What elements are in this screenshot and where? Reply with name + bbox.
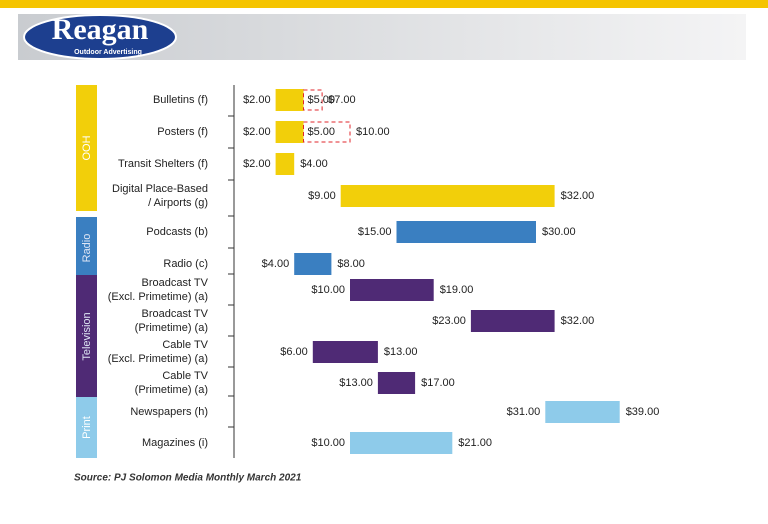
- category-label: Transit Shelters (f): [118, 158, 208, 170]
- high-label: $21.00: [458, 437, 492, 449]
- category-label: (Primetime) (a): [135, 384, 208, 396]
- group-label: Print: [81, 416, 93, 439]
- group-label: OOH: [81, 135, 93, 160]
- low-label: $2.00: [243, 158, 271, 170]
- range-bar: [312, 341, 378, 363]
- source: Source: PJ Solomon Media Monthly March 2…: [74, 473, 302, 484]
- high-label: $32.00: [561, 190, 595, 202]
- high-label: $32.00: [561, 315, 595, 327]
- range-bar: [545, 401, 620, 423]
- low-label: $6.00: [280, 346, 308, 358]
- range-extension: [303, 121, 351, 143]
- low-label: $31.00: [507, 406, 541, 418]
- group-bar: [76, 275, 97, 398]
- category-label: Digital Place-Based: [112, 183, 208, 195]
- range-bar: [275, 89, 304, 111]
- range-bar: [377, 372, 416, 394]
- group-label: Radio: [81, 234, 93, 263]
- high-label: $19.00: [440, 284, 474, 296]
- range-extension: [303, 89, 323, 111]
- low-label: $13.00: [339, 377, 373, 389]
- range-bar: [396, 221, 536, 243]
- range-bar: [350, 432, 453, 454]
- high-label: $39.00: [626, 406, 660, 418]
- high-label: $30.00: [542, 226, 576, 238]
- category-label: Broadcast TV: [142, 277, 209, 289]
- range-bar: [294, 253, 332, 275]
- category-label: Posters (f): [157, 126, 208, 138]
- range-bar: [470, 310, 555, 332]
- high-label: $17.00: [421, 377, 455, 389]
- logo-name: Reagan: [52, 13, 149, 46]
- logo-tagline: Outdoor Advertising: [74, 49, 142, 56]
- low-label: $15.00: [358, 226, 392, 238]
- low-label: $2.00: [243, 94, 271, 106]
- category-label: Podcasts (b): [146, 226, 208, 238]
- high-label: $13.00: [384, 346, 418, 358]
- high-label: $8.00: [337, 258, 365, 270]
- range-bar: [275, 121, 304, 143]
- category-label: (Primetime) (a): [135, 322, 208, 334]
- low-label: $10.00: [311, 437, 345, 449]
- group-bar: [76, 217, 97, 279]
- category-label: Broadcast TV: [142, 308, 209, 320]
- high-label: $4.00: [300, 158, 328, 170]
- category-label: Cable TV: [162, 339, 208, 351]
- category-label: (Excl. Primetime) (a): [108, 353, 208, 365]
- group-label: Television: [81, 312, 93, 360]
- category-label: Bulletins (f): [153, 94, 208, 106]
- group-bar: [76, 397, 97, 458]
- high-label: $10.00: [356, 126, 390, 138]
- high-label: $7.00: [328, 94, 356, 106]
- category-label: Cable TV: [162, 370, 208, 382]
- low-label: $2.00: [243, 126, 271, 138]
- category-label: Magazines (i): [142, 437, 208, 449]
- low-label: $4.00: [262, 258, 290, 270]
- category-label: Newspapers (h): [130, 406, 208, 418]
- mid-label: $5.00: [308, 94, 336, 106]
- category-label: (Excl. Primetime) (a): [108, 291, 208, 303]
- mid-label: $5.00: [308, 126, 336, 138]
- range-bar: [350, 279, 434, 301]
- range-bar: [340, 185, 555, 207]
- logo-badge: [23, 14, 177, 60]
- low-label: $9.00: [308, 190, 336, 202]
- category-label: / Airports (g): [148, 197, 208, 209]
- category-label: Radio (c): [163, 258, 208, 270]
- range-bar: [275, 153, 295, 175]
- low-label: $10.00: [311, 284, 345, 296]
- top-band: [0, 0, 768, 8]
- low-label: $23.00: [432, 315, 466, 327]
- group-bar: [76, 85, 97, 211]
